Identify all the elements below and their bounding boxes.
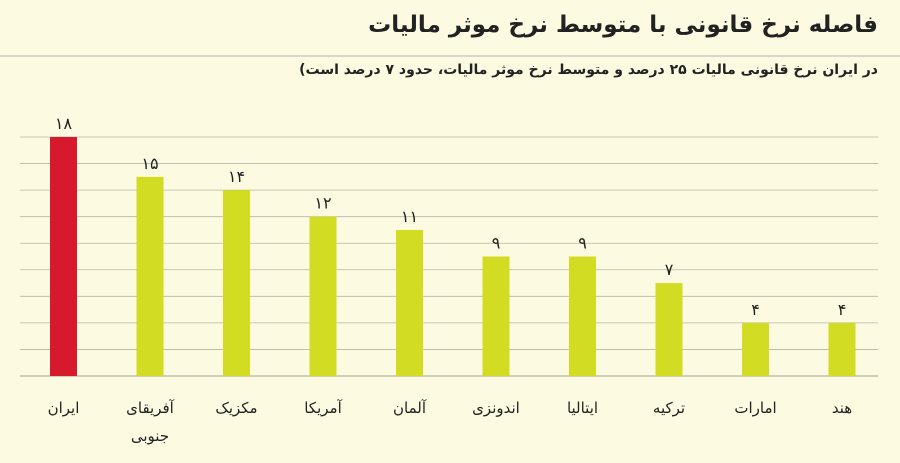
bar — [569, 256, 596, 376]
value-label: ۱۱ — [401, 207, 418, 226]
chart-title: فاصله نرخ قانونی با متوسط نرخ موثر مالیا… — [368, 12, 878, 38]
bar — [482, 256, 510, 376]
value-label: ۷ — [665, 260, 674, 279]
category-label: آمریکا — [304, 399, 342, 417]
category-label: امارات — [734, 399, 776, 417]
bar — [828, 322, 856, 376]
value-label: ۴ — [751, 300, 760, 319]
bar — [655, 283, 683, 376]
category-label: اندونزی — [472, 399, 520, 417]
category-label: ایتالیا — [567, 399, 598, 417]
value-label: ۱۲ — [314, 194, 331, 213]
bar — [136, 176, 164, 376]
bar — [396, 229, 423, 376]
bar — [742, 322, 769, 376]
value-label: ۱۵ — [141, 154, 158, 173]
category-label: ترکیه — [653, 399, 685, 417]
bar — [50, 137, 77, 376]
value-label: ۹ — [492, 234, 501, 253]
value-label: ۴ — [838, 300, 847, 319]
category-label: جنوبی — [131, 427, 169, 445]
category-label: ایران — [48, 399, 80, 417]
chart-subtitle: در ایران نرخ قانونی مالیات ۲۵ درصد و متو… — [299, 62, 878, 78]
value-label: ۱۴ — [228, 167, 245, 186]
category-label: مکزیک — [215, 399, 257, 417]
bar — [223, 190, 250, 376]
value-label: ۹ — [578, 234, 587, 253]
category-label: آفریقای — [126, 399, 175, 417]
bar — [309, 216, 337, 376]
category-label: هند — [832, 399, 852, 417]
title-divider — [0, 55, 900, 57]
value-label: ۱۸ — [55, 114, 73, 133]
category-label: آلمان — [393, 399, 427, 417]
